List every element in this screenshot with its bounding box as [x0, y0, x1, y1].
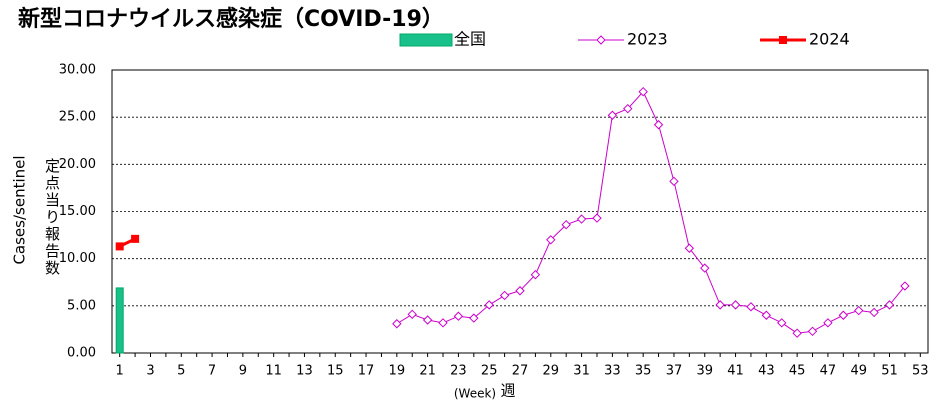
marker [422, 315, 433, 325]
x-tick-label: 53 [912, 364, 929, 379]
x-tick-label: 11 [265, 364, 282, 379]
marker [592, 213, 602, 223]
x-tick-label: 15 [327, 364, 344, 379]
y-tick-label: 30.00 [59, 63, 96, 78]
marker [653, 120, 664, 130]
marker [854, 305, 864, 316]
marker [761, 310, 772, 320]
marker [777, 318, 787, 328]
marker [623, 103, 633, 114]
x-tick-label: 37 [666, 364, 683, 379]
legend-label: 2023 [627, 30, 668, 49]
y-tick-label: 10.00 [59, 251, 96, 266]
y-tick-label: 0.00 [67, 346, 96, 361]
marker [838, 310, 849, 320]
y-tick-label: 5.00 [67, 298, 96, 313]
x-tick-label: 3 [146, 364, 154, 379]
x-tick-label: 7 [208, 364, 216, 379]
x-tick-label: 21 [419, 364, 436, 379]
marker [469, 313, 479, 323]
marker [546, 235, 556, 245]
x-tick-label: 45 [789, 364, 806, 379]
x-tick-label: 35 [635, 364, 652, 379]
marker [715, 300, 725, 310]
marker [746, 302, 756, 312]
marker [453, 311, 464, 321]
marker [730, 300, 741, 310]
x-tick-label: 23 [450, 364, 467, 379]
bar [115, 287, 124, 354]
marker [684, 243, 695, 253]
x-tick-label: 19 [389, 364, 406, 379]
marker [700, 263, 710, 273]
x-tick-label: 27 [512, 364, 529, 379]
marker [669, 176, 679, 187]
marker [115, 242, 124, 251]
x-tick-label: 41 [727, 364, 744, 379]
marker [638, 86, 648, 97]
marker [530, 269, 541, 280]
x-tick-label: 39 [696, 364, 713, 379]
legend-marker [596, 35, 606, 45]
marker [438, 318, 448, 328]
x-tick-label: 13 [296, 364, 313, 379]
x-tick-label: 47 [820, 364, 837, 379]
marker [869, 307, 879, 318]
x-tick-label: 1 [116, 364, 124, 379]
legend-marker [779, 36, 787, 44]
line [396, 90, 906, 334]
x-axis-label: (Week) [454, 387, 496, 401]
x-tick-label: 51 [881, 364, 898, 379]
legend-label: 2024 [809, 30, 850, 49]
x-tick-label: 43 [758, 364, 775, 379]
y-tick-label: 20.00 [59, 157, 96, 172]
legend-label: 全国 [454, 30, 486, 49]
marker [823, 318, 833, 328]
x-tick-label: 49 [850, 364, 867, 379]
chart-title: 新型コロナウイルス感染症（COVID-19） [18, 6, 444, 32]
x-tick-label: 5 [177, 364, 185, 379]
marker [499, 290, 510, 301]
marker [515, 286, 525, 296]
marker [884, 300, 895, 310]
legend-swatch [399, 33, 453, 47]
marker [576, 214, 587, 224]
y-axis-label-ja: 定点当り報告数 [43, 158, 61, 277]
marker [900, 281, 910, 291]
marker [484, 300, 494, 310]
marker [392, 319, 402, 329]
y-axis-label: Cases/sentinel [11, 155, 29, 264]
y-tick-label: 25.00 [59, 110, 96, 125]
x-tick-label: 29 [543, 364, 560, 379]
marker [607, 110, 618, 120]
marker [807, 326, 818, 337]
marker [792, 328, 802, 338]
x-axis-label-ja: 週 [500, 382, 515, 400]
x-tick-label: 31 [573, 364, 590, 379]
x-tick-label: 9 [239, 364, 247, 379]
y-tick-label: 15.00 [59, 204, 96, 219]
x-tick-label: 17 [358, 364, 375, 379]
marker [131, 234, 140, 243]
marker [407, 309, 417, 320]
x-tick-label: 25 [481, 364, 498, 379]
x-tick-label: 33 [604, 364, 621, 379]
marker [561, 219, 571, 230]
